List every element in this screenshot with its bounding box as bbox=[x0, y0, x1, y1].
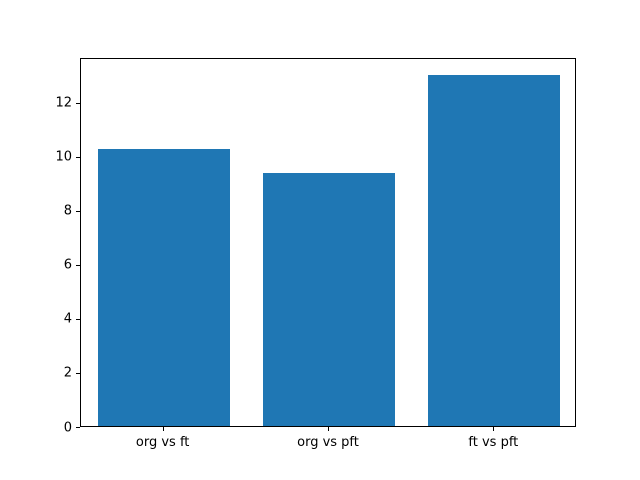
x-tick-mark bbox=[493, 427, 494, 431]
y-tick-mark bbox=[76, 265, 80, 266]
plot-area bbox=[80, 58, 576, 427]
x-tick-label: org vs ft bbox=[135, 435, 190, 450]
y-tick-label: 2 bbox=[63, 365, 72, 381]
y-tick-mark bbox=[76, 427, 80, 428]
y-tick-label: 10 bbox=[55, 149, 72, 165]
y-tick-label: 6 bbox=[63, 257, 72, 273]
y-tick-label: 4 bbox=[63, 311, 72, 327]
y-tick-label: 12 bbox=[55, 95, 72, 111]
bar-org-vs-ft bbox=[97, 149, 230, 426]
bar-org-vs-pft bbox=[262, 173, 396, 426]
x-tick-mark bbox=[328, 427, 329, 431]
x-tick-label: ft vs pft bbox=[468, 435, 519, 450]
x-tick-mark bbox=[163, 427, 164, 431]
y-tick-mark bbox=[76, 373, 80, 374]
y-tick-mark bbox=[76, 157, 80, 158]
y-tick-mark bbox=[76, 103, 80, 104]
bar-ft-vs-pft bbox=[428, 75, 561, 426]
y-tick-label: 0 bbox=[63, 420, 72, 435]
y-tick-mark bbox=[76, 211, 80, 212]
y-tick-mark bbox=[76, 319, 80, 320]
x-tick-label: org vs pft bbox=[297, 435, 359, 450]
y-tick-label: 8 bbox=[63, 203, 72, 219]
